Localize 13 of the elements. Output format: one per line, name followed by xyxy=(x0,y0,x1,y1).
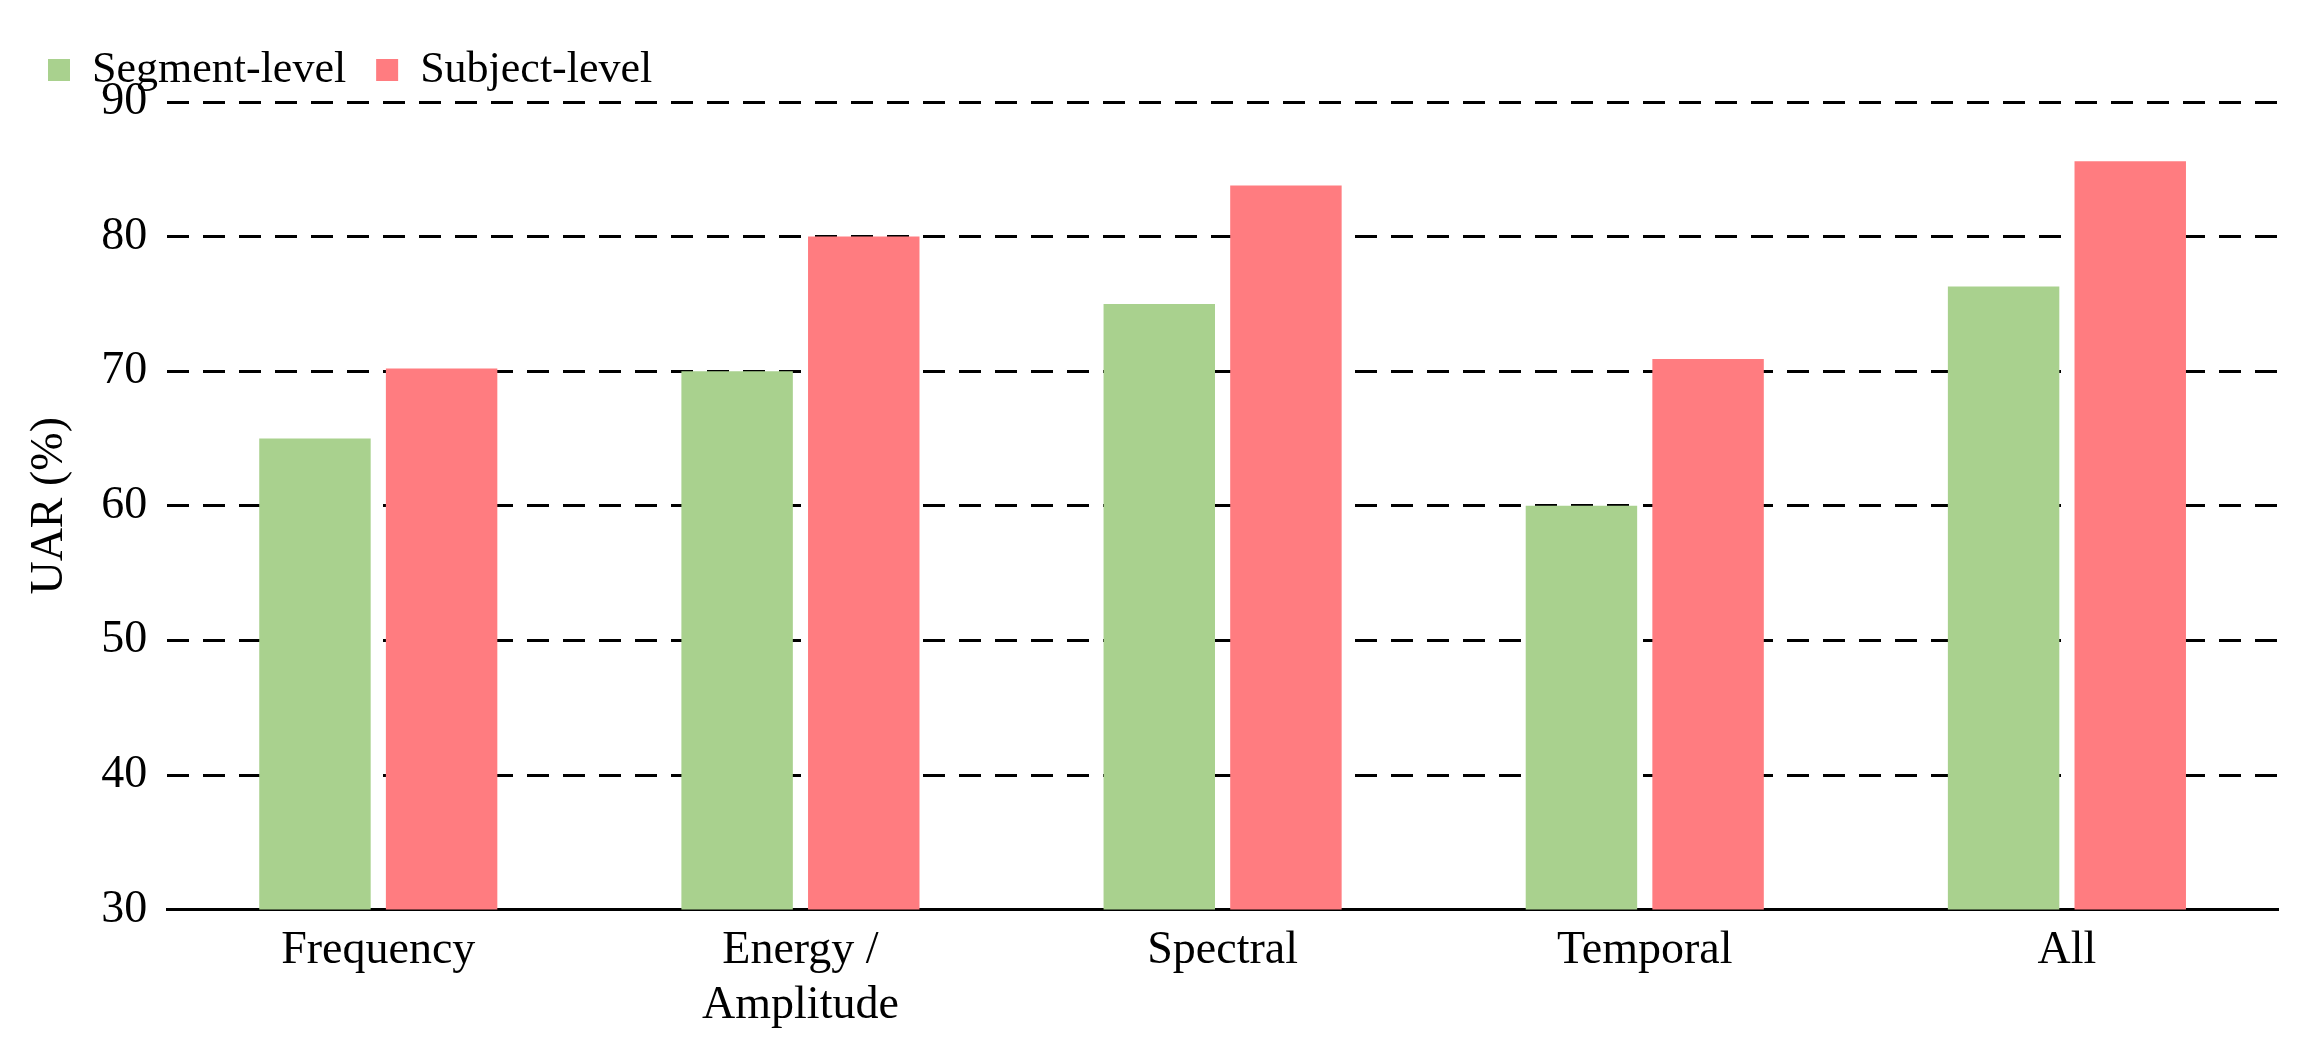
x-tick-label: Spectral xyxy=(1147,922,1298,974)
y-tick-label: 30 xyxy=(101,880,148,932)
x-tick-label: Frequency xyxy=(281,922,476,974)
y-tick-label: 70 xyxy=(101,342,148,394)
x-tick-label: Temporal xyxy=(1556,922,1733,974)
y-tick-label: 40 xyxy=(101,746,148,798)
x-tick-label: All xyxy=(2037,922,2097,974)
y-tick-label: 50 xyxy=(101,611,148,663)
y-tick-label: 80 xyxy=(101,207,148,259)
y-axis-title: UAR (%) xyxy=(20,417,72,595)
y-tick-label: 60 xyxy=(101,476,148,528)
x-tick-label: Energy / Amplitude xyxy=(702,922,899,1029)
legend-label: Subject-level xyxy=(420,42,653,92)
